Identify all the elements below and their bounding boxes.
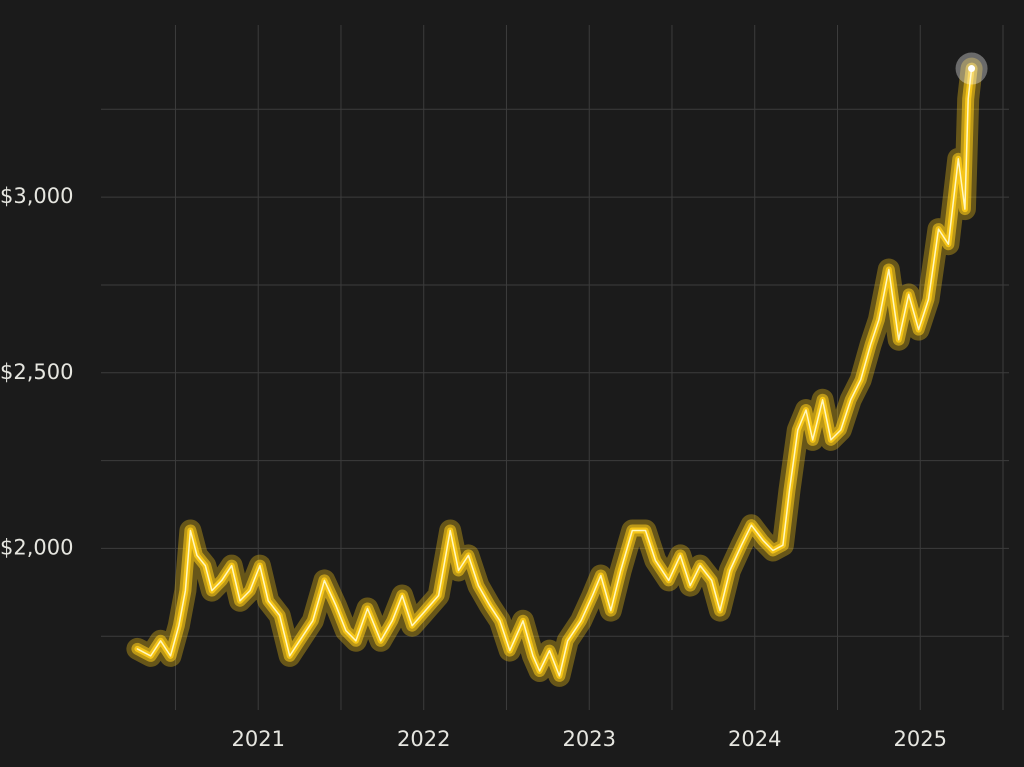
line [134,65,975,679]
x-tick-label: 2021 [232,727,285,751]
y-tick-label: $2,500 [0,360,73,384]
x-tick-label: 2023 [563,727,616,751]
x-tick-label: 2024 [728,727,781,751]
end-dot [968,65,976,73]
x-tick-label: 2025 [894,727,947,751]
line-core [136,67,973,677]
y-tick-label: $2,000 [0,535,73,559]
y-tick-label: $3,000 [0,184,73,208]
x-tick-label: 2022 [397,727,450,751]
